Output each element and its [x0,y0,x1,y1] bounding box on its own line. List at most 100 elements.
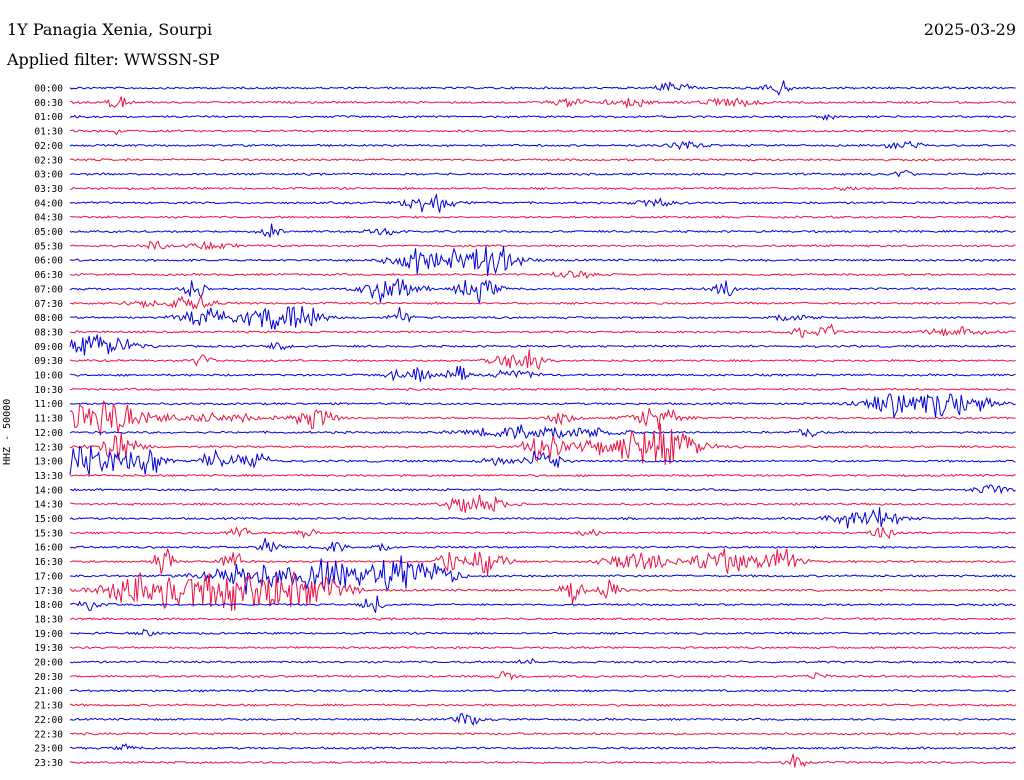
trace-row-2130 [69,703,1016,707]
row-label-1530: 15:30 [34,528,63,539]
row-label-0800: 08:00 [34,313,63,324]
trace-row-1630 [69,548,1016,576]
trace-row-1700 [69,555,1016,595]
trace-row-1000 [69,365,1016,382]
trace-row-1200 [69,424,1016,440]
row-label-1500: 15:00 [34,514,63,525]
row-label-1230: 12:30 [34,442,63,453]
trace-row-1100 [69,393,1016,420]
trace-row-0430 [69,215,1016,219]
trace-row-2230 [69,731,1016,736]
trace-row-1930 [69,645,1016,650]
row-label-1130: 11:30 [34,414,63,425]
row-label-0100: 01:00 [34,112,63,123]
row-label-0730: 07:30 [34,299,63,310]
row-label-1930: 19:30 [34,643,63,654]
trace-row-1600 [69,537,1016,553]
row-label-1630: 16:30 [34,557,63,568]
trace-row-0630 [69,270,1016,279]
row-label-1030: 10:30 [34,385,63,396]
trace-row-0530 [70,240,1016,251]
trace-row-0830 [69,323,1016,339]
row-label-0530: 05:30 [34,241,63,252]
row-label-1430: 14:30 [34,500,63,511]
row-label-1730: 17:30 [34,586,63,597]
trace-row-0900 [69,334,1016,356]
row-label-1830: 18:30 [34,614,63,625]
row-label-0900: 09:00 [34,342,63,353]
trace-row-1230 [69,423,1016,466]
trace-row-2100 [69,688,1016,693]
row-label-0330: 03:30 [34,184,63,195]
trace-row-1530 [69,526,1016,540]
row-label-0700: 07:00 [34,284,63,295]
trace-row-0200 [69,140,1016,151]
trace-row-2300 [69,743,1016,751]
row-label-2200: 22:00 [34,715,63,726]
trace-row-1800 [69,595,1016,613]
row-label-1800: 18:00 [34,600,63,611]
date-label: 2025-03-29 [923,20,1016,39]
row-label-1000: 10:00 [34,371,63,382]
trace-row-0030 [69,96,1016,108]
row-label-2300: 23:00 [34,744,63,755]
row-label-1200: 12:00 [34,428,63,439]
trace-row-0930 [69,349,1016,371]
trace-row-0400 [69,193,1016,213]
row-label-0030: 00:30 [34,98,63,109]
row-label-2130: 21:30 [34,701,63,712]
row-label-1330: 13:30 [34,471,63,482]
trace-row-1900 [69,628,1016,637]
row-label-0200: 02:00 [34,141,63,152]
trace-row-1330 [70,473,1016,478]
row-label-2030: 20:30 [34,672,63,683]
trace-row-2200 [69,712,1016,726]
trace-row-0300 [69,169,1016,178]
row-label-2230: 22:30 [34,729,63,740]
row-label-1400: 14:00 [34,485,63,496]
row-label-0600: 06:00 [34,256,63,267]
row-label-1600: 16:00 [34,543,63,554]
row-label-0830: 08:30 [34,327,63,338]
station-title: 1Y Panagia Xenia, Sourpi [7,20,213,39]
trace-row-0800 [69,306,1016,330]
row-label-1300: 13:00 [34,457,63,468]
row-label-1900: 19:00 [34,629,63,640]
trace-row-1400 [69,484,1016,495]
trace-row-1030 [69,387,1016,392]
row-label-0630: 06:30 [34,270,63,281]
trace-row-1430 [69,494,1016,513]
row-label-1100: 11:00 [34,399,63,410]
trace-row-2030 [69,671,1016,681]
row-label-0300: 03:00 [34,170,63,181]
row-label-0930: 09:30 [34,356,63,367]
row-label-2000: 20:00 [34,658,63,669]
trace-row-2330 [69,753,1016,768]
row-label-0500: 05:00 [34,227,63,238]
trace-row-1300 [69,445,1016,476]
filter-label: Applied filter: WWSSN-SP [7,50,220,69]
trace-row-0500 [69,223,1016,238]
trace-row-1500 [69,507,1016,529]
trace-row-0000 [69,80,1016,96]
trace-row-0600 [69,245,1016,277]
trace-row-0730 [69,293,1016,311]
trace-row-0130 [69,129,1016,136]
row-label-1700: 17:00 [34,571,63,582]
row-label-0400: 04:00 [34,198,63,209]
row-label-0000: 00:00 [34,84,63,95]
row-label-0430: 04:30 [34,213,63,224]
trace-row-2000 [69,658,1016,665]
trace-row-1130 [69,400,1016,436]
trace-row-0700 [69,278,1016,304]
trace-row-0330 [69,186,1016,192]
row-label-2330: 23:30 [34,758,63,769]
row-label-0130: 01:30 [34,127,63,138]
trace-row-0100 [69,113,1016,122]
trace-row-0230 [69,157,1016,162]
row-label-2100: 21:00 [34,686,63,697]
trace-row-1830 [69,617,1016,621]
row-label-0230: 02:30 [34,155,63,166]
trace-row-1730 [69,570,1016,612]
